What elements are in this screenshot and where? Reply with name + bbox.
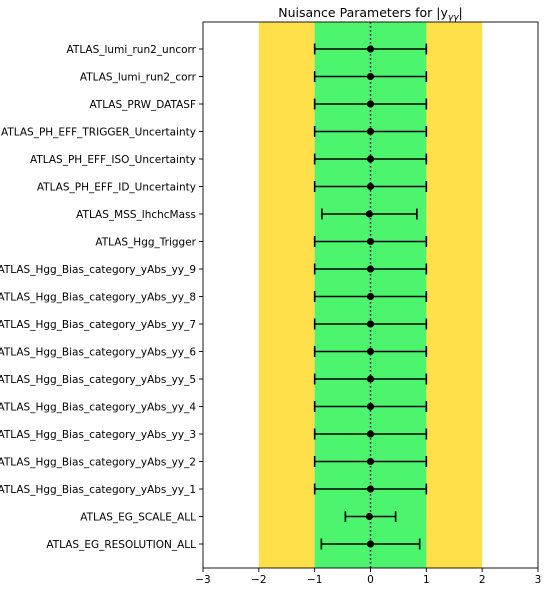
data-marker [366,485,375,493]
y-tick-label: ATLAS_EG_RESOLUTION_ALL [46,539,196,551]
point-ATLAS_Hgg_Bias_category_yAbs_yy_6 [313,346,428,357]
y-tick-label: ATLAS_Hgg_Trigger [95,237,196,249]
point-ATLAS_Hgg_Bias_category_yAbs_yy_7 [313,318,428,330]
chart-title-subscript: γγ [448,13,459,23]
point-ATLAS_PRW_DATASF [313,98,428,110]
data-marker [366,430,375,438]
y-tick-label: ATLAS_MSS_lhchcMass [76,209,196,221]
x-tick-label: −2 [251,574,266,586]
data-marker [366,540,375,548]
point-ATLAS_Hgg_Bias_category_yAbs_yy_4 [313,401,428,412]
point-ATLAS_lumi_run2_uncorr [313,43,428,55]
y-tick-label: ATLAS_Hgg_Bias_category_yAbs_yy_5 [0,374,196,386]
y-tick-label: ATLAS_PH_EFF_TRIGGER_Uncertainty [1,127,196,139]
point-ATLAS_Hgg_Bias_category_yAbs_yy_8 [313,291,428,302]
y-tick-label: ATLAS_Hgg_Bias_category_yAbs_yy_9 [0,264,196,276]
y-tick-label: ATLAS_Hgg_Bias_category_yAbs_yy_1 [0,484,196,496]
x-tick-label: 2 [479,574,486,586]
point-ATLAS_EG_SCALE_ALL [344,511,397,522]
y-tick-label: ATLAS_Hgg_Bias_category_yAbs_yy_8 [0,292,196,304]
point-ATLAS_Hgg_Bias_category_yAbs_yy_9 [313,263,428,275]
data-marker [366,320,375,328]
data-marker [366,292,375,301]
chart-title-suffix: | [459,5,463,20]
point-ATLAS_PH_EFF_TRIGGER_Uncertainty [313,126,428,137]
point-ATLAS_PH_EFF_ISO_Uncertainty [313,153,428,165]
data-marker [366,100,375,108]
y-tick-label: ATLAS_Hgg_Bias_category_yAbs_yy_2 [0,457,196,469]
chart-title-main: Nuisance Parameters for |y [278,5,448,20]
point-ATLAS_EG_RESOLUTION_ALL [320,538,421,550]
data-marker [366,402,375,411]
y-tick-label: ATLAS_PH_EFF_ISO_Uncertainty [30,154,196,166]
x-tick-label: 0 [367,574,374,586]
data-marker [366,457,375,466]
data-marker [366,265,375,273]
data-marker [366,182,375,191]
point-ATLAS_PH_EFF_ID_Uncertainty [313,181,428,192]
y-tick-label: ATLAS_Hgg_Bias_category_yAbs_yy_3 [0,429,196,441]
x-tick-label: 1 [423,574,430,586]
y-tick-label: ATLAS_Hgg_Bias_category_yAbs_yy_7 [0,319,196,331]
data-marker [365,512,373,521]
x-tick-label: −1 [307,574,322,586]
y-tick-label: ATLAS_lumi_run2_corr [80,72,197,84]
data-marker [366,347,375,356]
data-marker [366,375,375,383]
point-ATLAS_MSS_lhchcMass [321,208,418,220]
chart-title: Nuisance Parameters for |yγγ| [278,5,463,23]
data-marker [366,45,375,53]
point-ATLAS_Hgg_Bias_category_yAbs_yy_3 [313,428,428,440]
point-ATLAS_Hgg_Trigger [313,236,428,247]
data-marker [365,210,373,218]
y-axis: ATLAS_lumi_run2_uncorr ATLAS_lumi_run2_co… [0,44,203,551]
data-points [313,43,428,550]
data-marker [366,127,375,136]
x-axis: −3 −2 −1 0 1 2 3 [195,568,541,586]
y-tick-label: ATLAS_lumi_run2_uncorr [67,44,197,56]
point-ATLAS_Hgg_Bias_category_yAbs_yy_2 [313,456,428,467]
point-ATLAS_lumi_run2_corr [313,71,428,82]
y-tick-label: ATLAS_PRW_DATASF [89,99,196,111]
y-tick-label: ATLAS_Hgg_Bias_category_yAbs_yy_6 [0,347,196,359]
x-tick-label: 3 [535,574,542,586]
data-marker [366,155,375,163]
point-ATLAS_Hgg_Bias_category_yAbs_yy_1 [313,483,428,495]
y-tick-label: ATLAS_PH_EFF_ID_Uncertainty [37,182,196,194]
data-marker [366,72,375,81]
data-marker [366,237,375,246]
x-tick-label: −3 [195,574,210,586]
y-tick-label: ATLAS_EG_SCALE_ALL [80,512,196,524]
point-ATLAS_Hgg_Bias_category_yAbs_yy_5 [313,373,428,385]
y-tick-label: ATLAS_Hgg_Bias_category_yAbs_yy_4 [0,402,196,414]
